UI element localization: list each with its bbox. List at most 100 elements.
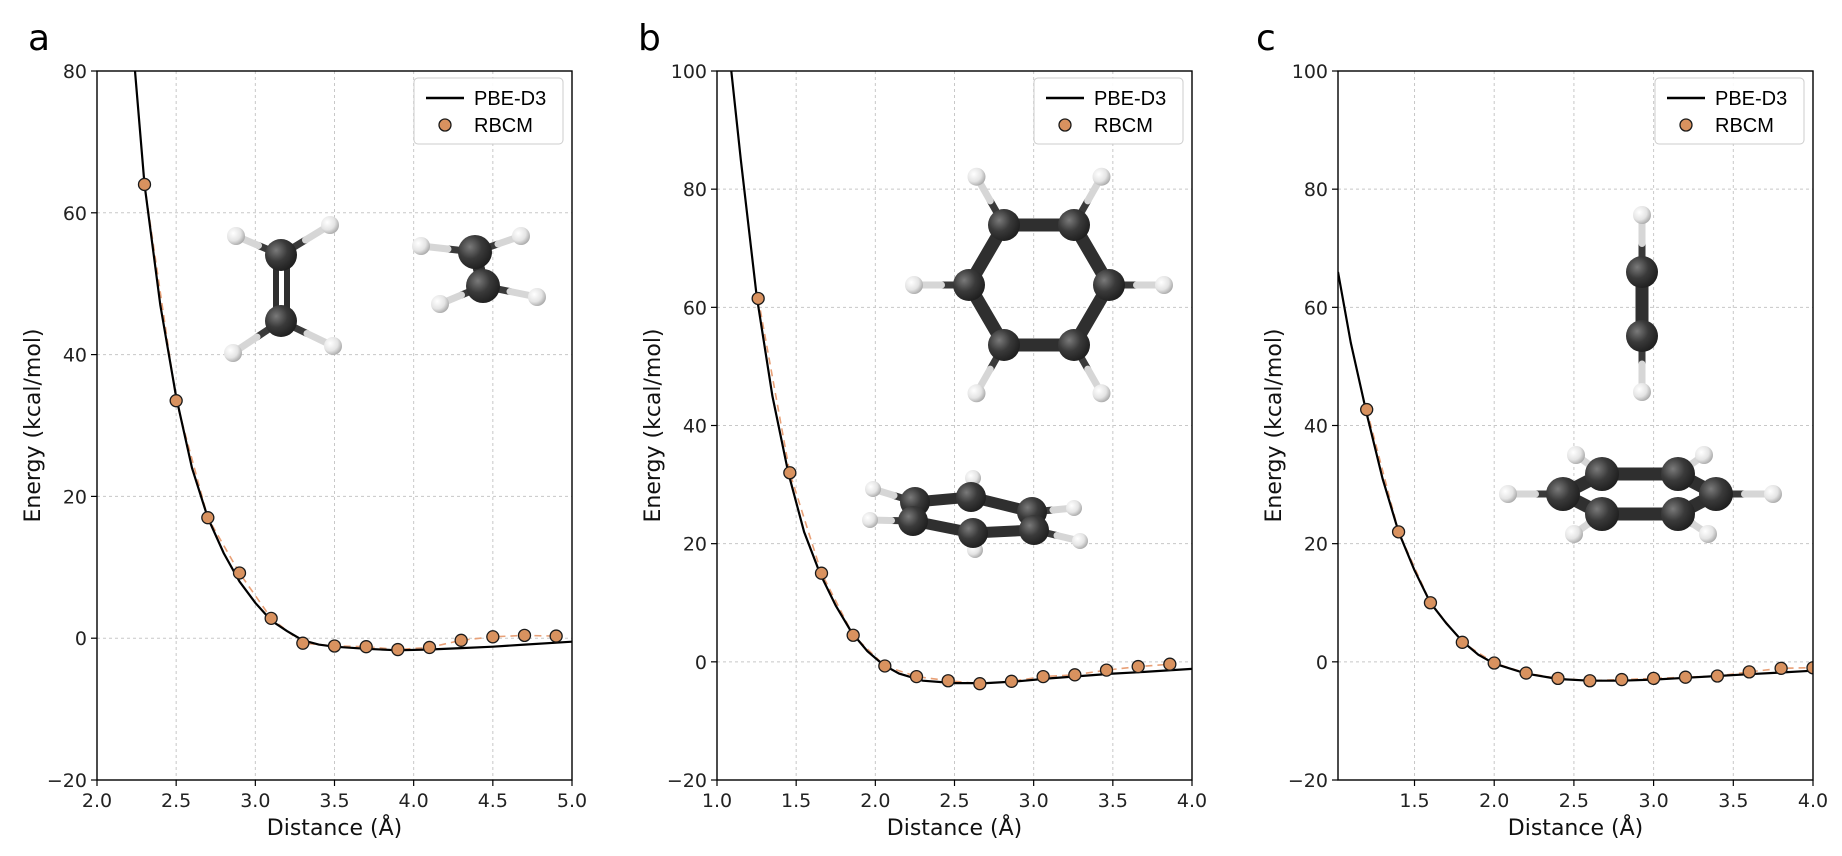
data-point-rbcm <box>941 674 955 688</box>
panel-b: 1.0 1.5 2.0 2.5 3.0 3.5 4.0 −20 0 20 40 60 80 100 Dist… <box>641 61 1207 841</box>
data-point-rbcm <box>1583 674 1597 688</box>
y-tick-label: 60 <box>1304 297 1328 319</box>
hydrogen-atom <box>865 481 881 497</box>
data-point-rbcm <box>1163 657 1177 671</box>
carbon-atom <box>1585 497 1619 531</box>
x-tick-label: 4.0 <box>1177 790 1207 812</box>
plot-area <box>1338 271 1813 688</box>
hydrogen-atom <box>431 295 449 313</box>
carbon-atom <box>953 269 985 301</box>
legend-label-pbe-d3: PBE-D3 <box>1094 88 1166 110</box>
data-point-rbcm <box>549 629 563 643</box>
data-point-rbcm <box>1551 671 1565 686</box>
carbon-atom <box>1699 477 1733 511</box>
y-tick-label: 80 <box>683 179 707 201</box>
y-tick-label: 60 <box>683 297 707 319</box>
y-tick-label: −20 <box>667 770 707 792</box>
legend-swatch-rbcm <box>438 118 452 132</box>
series-rbcm-dashed-line <box>1365 409 1813 682</box>
data-point-rbcm <box>422 640 437 655</box>
y-tick-label: 40 <box>683 416 707 438</box>
x-tick-label: 3.0 <box>1638 790 1668 812</box>
x-tick-label: 2.5 <box>1559 790 1589 812</box>
hydrogen-atom <box>1072 533 1088 549</box>
molecule-benzene-side <box>862 470 1088 558</box>
hydrogen-atom <box>1633 206 1651 224</box>
molecule-insets <box>224 167 1782 558</box>
y-tick-label: 20 <box>683 534 707 556</box>
hydrogen-atom <box>1699 525 1717 543</box>
data-point-rbcm <box>783 466 797 480</box>
data-point-rbcm <box>1455 635 1469 649</box>
y-tick-label: −20 <box>1288 770 1328 792</box>
legend: PBE-D3 RBCM <box>1033 77 1184 145</box>
hydrogen-atom <box>1499 485 1517 503</box>
hydrogen-atom <box>1155 276 1173 294</box>
x-tick-label: 4.5 <box>478 790 508 812</box>
x-tick-label: 2.0 <box>860 790 890 812</box>
y-axis-label: Energy (kcal/mol) <box>21 328 46 522</box>
x-tick-label: 4.0 <box>1798 790 1828 812</box>
y-tick-label: 0 <box>1316 652 1328 674</box>
hydrogen-atom <box>324 337 342 355</box>
y-tick-label: 100 <box>1292 61 1328 83</box>
series-pbe-d3-line <box>730 71 1192 685</box>
data-point-rbcm <box>1099 663 1114 677</box>
carbon-atom <box>1019 515 1049 545</box>
carbon-atom <box>1546 477 1580 511</box>
hydrogen-atom <box>1092 384 1111 403</box>
plot-area <box>730 71 1192 691</box>
y-tick-label: 40 <box>1304 416 1328 438</box>
data-point-rbcm <box>814 566 829 580</box>
data-point-rbcm <box>1360 402 1374 417</box>
carbon-atom <box>956 482 986 512</box>
series-pbe-d3-line <box>133 71 572 652</box>
y-axis-label: Energy (kcal/mol) <box>1262 328 1287 522</box>
hydrogen-atom <box>1066 500 1082 516</box>
x-tick-label: 3.5 <box>1098 790 1128 812</box>
y-tick-label: 40 <box>63 345 87 367</box>
hydrogen-atom <box>1565 525 1583 543</box>
carbon-atom <box>988 208 1020 241</box>
data-point-rbcm <box>1423 596 1438 610</box>
hydrogen-atom <box>1092 167 1111 186</box>
data-point-rbcm <box>751 291 765 306</box>
carbon-atom <box>1058 208 1090 241</box>
data-point-rbcm <box>1646 671 1661 686</box>
x-tick-label: 3.5 <box>319 790 349 812</box>
legend: PBE-D3 RBCM <box>1654 77 1805 145</box>
carbon-atom <box>1093 269 1125 301</box>
molecule-benzene-top <box>905 167 1173 403</box>
data-point-rbcm <box>264 611 278 625</box>
x-tick-label: 1.5 <box>1399 790 1429 812</box>
hydrogen-atom <box>1695 446 1713 464</box>
hydrogen-atom <box>967 384 986 403</box>
data-point-rbcm <box>391 642 405 657</box>
data-point-rbcm <box>1004 674 1019 688</box>
panel-letter-a: a <box>28 18 50 59</box>
hydrogen-atom <box>528 288 546 306</box>
legend-box <box>1033 77 1184 145</box>
hydrogen-atom <box>227 227 245 245</box>
carbon-atom <box>458 235 492 269</box>
molecule-acetylene <box>1626 206 1658 401</box>
data-point-rbcm <box>201 511 215 525</box>
x-tick-label: 3.0 <box>240 790 270 812</box>
carbon-atom <box>1585 457 1619 491</box>
y-tick-label: 100 <box>671 61 707 83</box>
hydrogen-atom <box>1764 485 1782 503</box>
data-point-rbcm <box>1774 661 1788 675</box>
x-tick-label: 2.5 <box>161 790 191 812</box>
data-point-rbcm <box>1068 668 1082 682</box>
hydrogen-atom <box>1633 383 1651 401</box>
hydrogen-atom <box>905 276 923 294</box>
x-tick-label: 4.0 <box>399 790 429 812</box>
x-tick-label: 1.0 <box>702 790 732 812</box>
y-tick-label: 0 <box>75 628 87 650</box>
data-point-rbcm <box>1519 666 1533 680</box>
data-point-rbcm <box>1131 659 1145 674</box>
hydrogen-atom <box>862 512 878 528</box>
data-point-rbcm <box>169 394 183 408</box>
y-tick-label: 60 <box>63 203 87 225</box>
